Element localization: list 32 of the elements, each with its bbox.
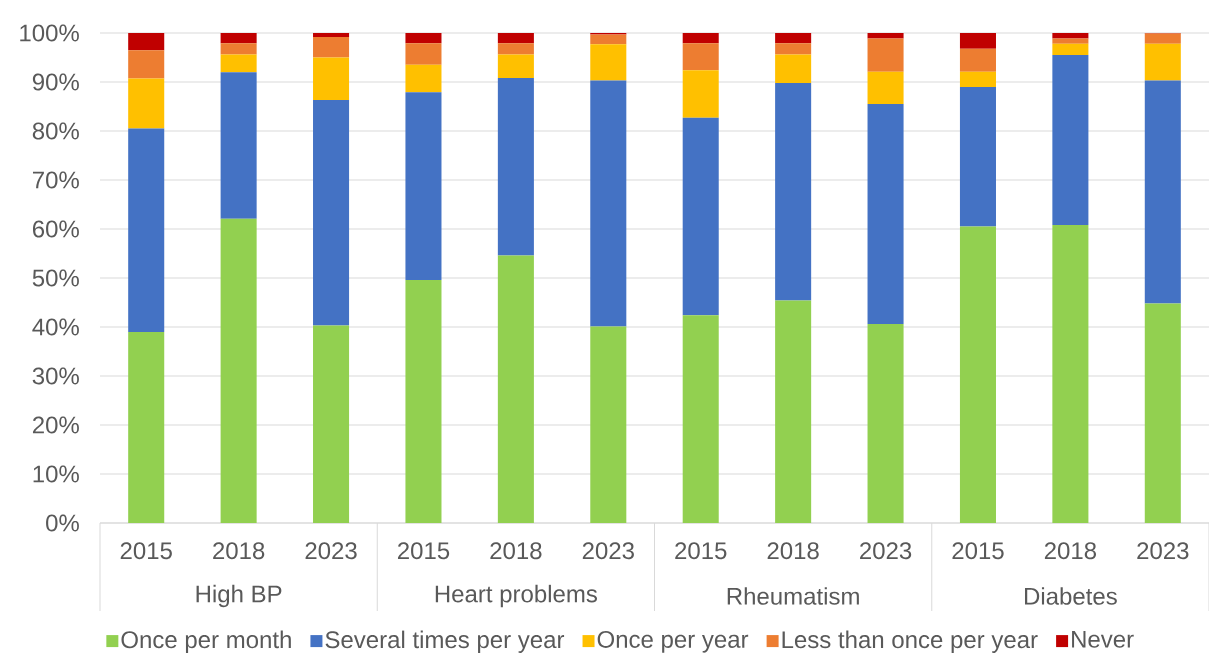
x-tick-label: 2018 [213, 542, 265, 560]
y-tick-label: 0% [46, 514, 79, 532]
x-tick-label: 2018 [1044, 542, 1097, 560]
legend-label: Once per year [597, 630, 749, 653]
legend-label: Once per month [121, 630, 291, 653]
x-tick-label: 2023 [582, 542, 634, 560]
text: Diabetes [1025, 587, 1117, 605]
y-tick-label: 30% [32, 367, 79, 385]
legend-label: Several times per year [325, 630, 565, 653]
y-tick-label: 90% [32, 73, 79, 91]
x-tick-label: 2018 [767, 542, 819, 560]
y-tick-label: 20% [32, 416, 79, 434]
x-tick-label: 2018 [490, 542, 542, 560]
x-tick-label: 2015 [675, 542, 727, 560]
y-tick-label: 10% [33, 465, 79, 483]
text: Heart problems [435, 584, 597, 608]
legend-label: Less than once per year [782, 630, 1038, 653]
y-tick-label: 50% [32, 269, 79, 287]
legend-label: Never [1072, 631, 1134, 648]
text: High BP [196, 584, 282, 608]
y-tick-label: 70% [32, 171, 79, 189]
x-tick-label: 2023 [860, 542, 912, 560]
x-tick-label: 2015 [397, 542, 450, 560]
y-tick-label: 100% [20, 24, 79, 42]
y-tick-label: 40% [32, 318, 79, 336]
y-tick-label: 80% [32, 122, 79, 140]
y-tick-label: 60% [32, 220, 79, 238]
x-tick-label: 2015 [952, 542, 1004, 560]
x-tick-label: 2015 [120, 542, 172, 560]
x-tick-label: 2023 [1137, 542, 1189, 560]
x-tick-label: 2023 [305, 542, 357, 560]
text: Rheumatism [727, 587, 859, 605]
